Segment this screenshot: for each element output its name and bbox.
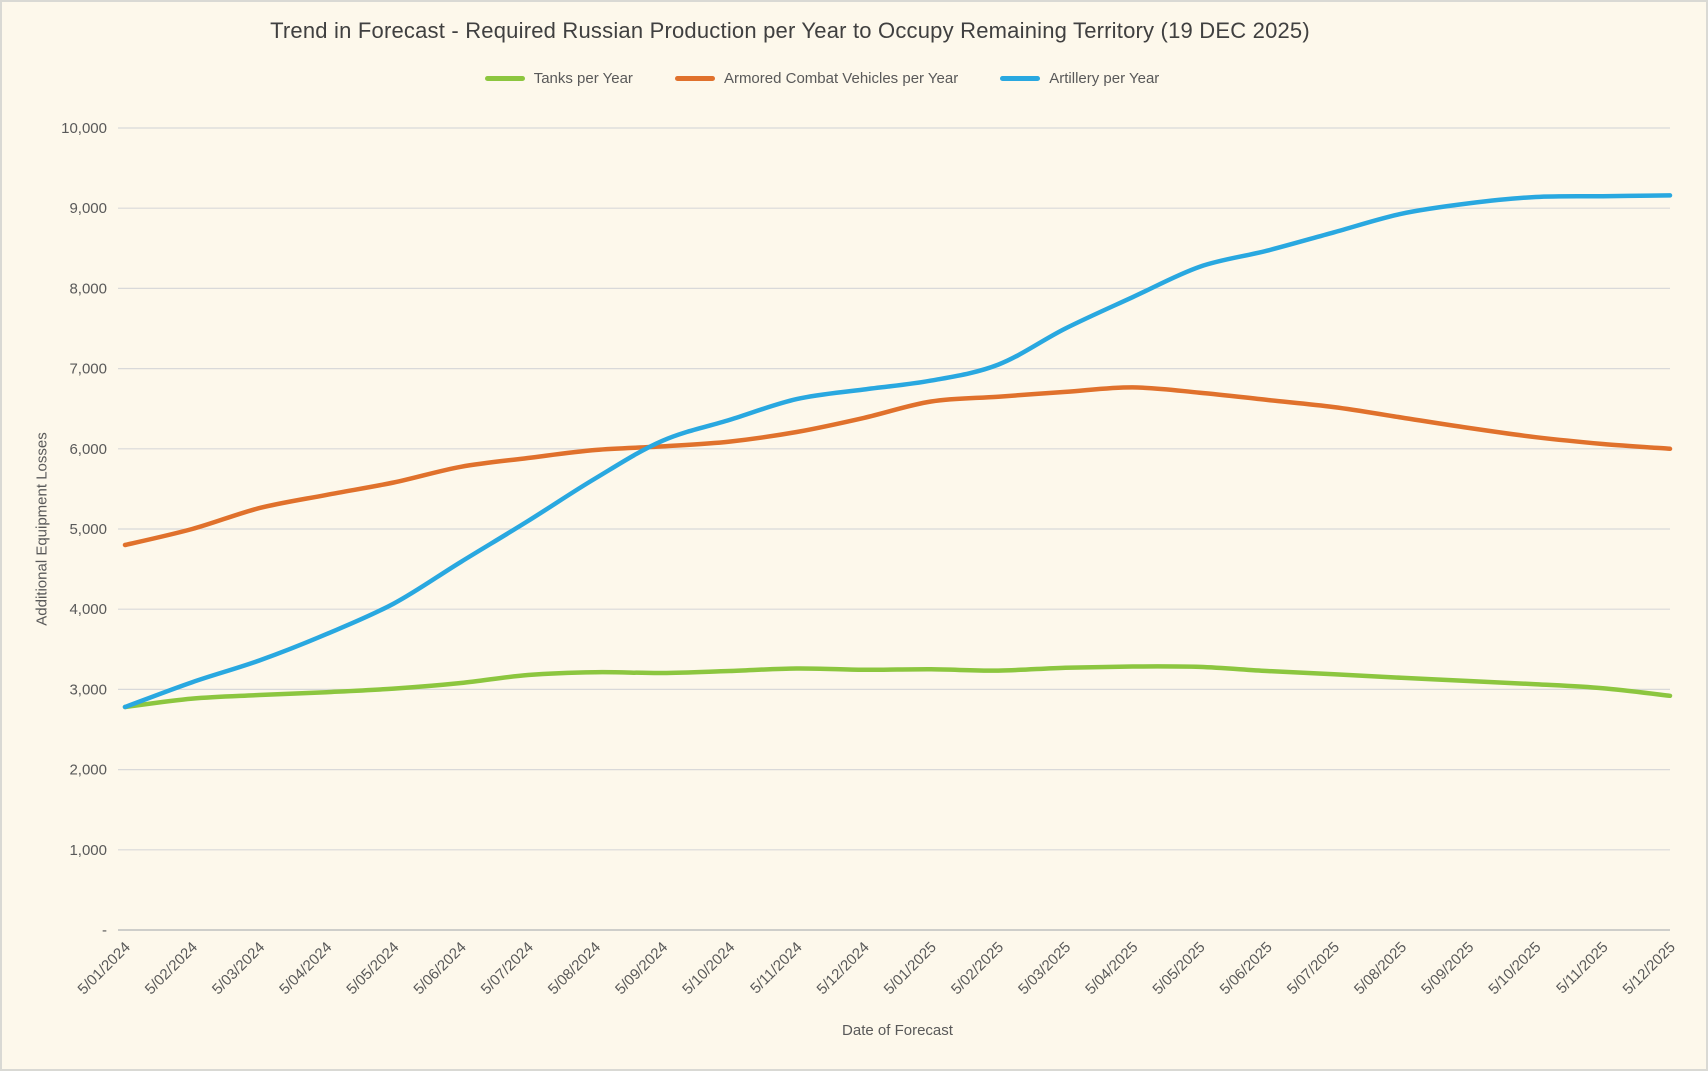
series-line-artillery-per-year[interactable] (122, 193, 1673, 710)
x-tick-label: 5/07/2025 (1284, 939, 1343, 998)
y-tick-label: 2,000 (69, 762, 107, 779)
y-tick-label: 3,000 (69, 681, 107, 698)
y-tick-label: 4,000 (69, 601, 107, 618)
x-tick-label: 5/11/2024 (747, 939, 805, 997)
x-tick-label: 5/12/2025 (1620, 939, 1679, 998)
x-tick-label: 5/04/2024 (276, 939, 335, 998)
legend-swatch-icon (674, 76, 715, 81)
y-tick-label: 1,000 (69, 842, 107, 859)
x-tick-label: 5/12/2024 (814, 939, 873, 998)
legend-item-tanks-per-year[interactable]: Tanks per Year (484, 70, 633, 87)
series-line-armored-combat-vehicles-per-year[interactable] (122, 385, 1673, 548)
x-tick-label: 5/03/2025 (1015, 939, 1074, 998)
legend-label: Artillery per Year (1049, 70, 1160, 87)
series-line-tanks-per-year[interactable] (122, 664, 1673, 710)
legend-item-artillery-per-year[interactable]: Artillery per Year (1000, 70, 1159, 87)
legend-label: Armored Combat Vehicles per Year (723, 70, 959, 87)
x-tick-label: 5/08/2025 (1351, 939, 1410, 998)
y-tick-label: 6,000 (69, 441, 107, 458)
x-tick-label: 5/09/2024 (612, 939, 671, 998)
y-tick-label: 5,000 (69, 521, 107, 538)
x-tick-label: 5/10/2025 (1485, 939, 1544, 998)
x-tick-label: 5/10/2024 (679, 939, 738, 998)
x-tick-label: 5/06/2025 (1217, 939, 1276, 998)
x-tick-label: 5/11/2025 (1553, 939, 1611, 997)
x-tick-label: 5/01/2024 (75, 939, 134, 998)
x-tick-label: 5/02/2024 (142, 939, 201, 998)
legend-item-armored-combat-vehicles-per-year[interactable]: Armored Combat Vehicles per Year (674, 70, 959, 87)
x-tick-label: 5/09/2025 (1418, 939, 1477, 998)
chart-legend: Tanks per Year Armored Combat Vehicles pe… (2, 70, 1642, 87)
x-tick-label: 5/07/2024 (478, 939, 537, 998)
x-tick-label: 5/02/2025 (948, 939, 1007, 998)
legend-label: Tanks per Year (533, 70, 633, 87)
x-axis-title: Date of Forecast (842, 1022, 953, 1039)
y-tick-label: 8,000 (69, 280, 107, 297)
x-tick-label: 5/03/2024 (209, 939, 268, 998)
x-tick-label: 5/05/2024 (343, 939, 402, 998)
x-tick-label: 5/05/2025 (1149, 939, 1208, 998)
chart-title[interactable]: Trend in Forecast - Required Russian Pro… (270, 18, 1310, 43)
x-tick-label: 5/04/2025 (1082, 939, 1141, 998)
y-tick-label: 10,000 (61, 120, 107, 137)
x-tick-label: 5/06/2024 (410, 939, 469, 998)
legend-swatch-icon (1000, 76, 1041, 81)
x-tick-label: 5/01/2025 (881, 939, 940, 998)
y-tick-label: 9,000 (69, 200, 107, 217)
y-tick-label: - (102, 922, 107, 939)
legend-swatch-icon (484, 76, 525, 81)
y-tick-label: 7,000 (69, 361, 107, 378)
x-tick-label: 5/08/2024 (545, 939, 604, 998)
